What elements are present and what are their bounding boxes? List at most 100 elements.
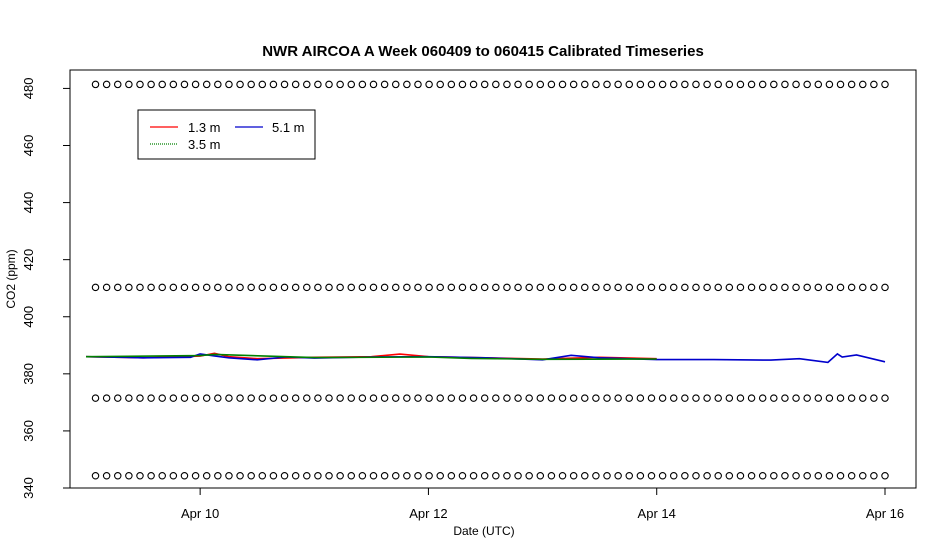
calibration-point: [269, 394, 278, 402]
calibration-point: [859, 471, 867, 480]
calibration-point: [180, 80, 189, 89]
calibration-point: [714, 283, 722, 292]
calibration-point: [781, 80, 789, 89]
calibration-point: [592, 283, 600, 292]
calibration-point: [469, 394, 478, 402]
calibration-point: [758, 394, 767, 402]
calibration-point: [669, 471, 678, 480]
calibration-point: [303, 471, 311, 480]
calibration-point: [336, 394, 344, 402]
calibration-point: [247, 80, 255, 89]
calibration-point: [836, 80, 845, 89]
calibration-point: [280, 283, 289, 292]
calibration-point: [636, 394, 645, 402]
calibration-point: [525, 283, 533, 292]
calibration-point: [380, 471, 389, 480]
calibration-point: [136, 394, 144, 402]
legend-label-1-3m: 1.3 m: [188, 120, 221, 135]
calibration-point: [536, 394, 545, 402]
calibration-point: [803, 394, 811, 402]
calibration-point: [247, 283, 255, 292]
calibration-point: [825, 80, 834, 89]
calibration-point: [692, 471, 700, 480]
y-tick-label: 480: [21, 78, 36, 100]
calibration-point: [169, 394, 178, 402]
calibration-point: [625, 80, 634, 89]
calibration-point: [236, 471, 244, 480]
calibration-point: [403, 471, 411, 480]
calibration-point: [225, 283, 233, 292]
calibration-point: [225, 80, 233, 89]
calibration-point: [558, 80, 567, 89]
calibration-point: [514, 80, 522, 89]
calibration-point: [692, 283, 700, 292]
calibration-point: [603, 394, 611, 402]
calibration-point: [269, 471, 278, 480]
calibration-point: [792, 394, 800, 402]
calibration-point: [325, 471, 333, 480]
calibration-point: [514, 394, 522, 402]
calibration-point: [91, 283, 100, 292]
calibration-point: [125, 394, 133, 402]
calibration-point: [458, 471, 467, 480]
calibration-point: [102, 394, 111, 402]
calibration-point: [592, 471, 600, 480]
calibration-point: [303, 283, 311, 292]
calibration-point: [391, 283, 400, 292]
calibration-point: [636, 471, 645, 480]
calibration-point: [525, 471, 533, 480]
calibration-point: [358, 80, 367, 89]
calibration-point: [236, 80, 244, 89]
calibration-point: [770, 394, 778, 402]
calibration-point: [391, 80, 400, 89]
calibration-point: [147, 80, 155, 89]
calibration-point: [658, 471, 667, 480]
calibration-point: [147, 471, 155, 480]
calibration-point: [714, 80, 722, 89]
calibration-point: [102, 80, 111, 89]
calibration-point: [625, 394, 634, 402]
calibration-point: [369, 283, 378, 292]
calibration-point: [647, 394, 656, 402]
series-line-3-5-m: [85, 353, 657, 361]
calibration-point: [547, 283, 556, 292]
calibration-point: [258, 471, 267, 480]
calibration-point: [870, 394, 878, 402]
calibration-point: [458, 283, 467, 292]
calibration-point: [692, 394, 700, 402]
calibration-point: [225, 394, 233, 402]
y-tick-label: 440: [21, 192, 36, 214]
calibration-point: [147, 394, 155, 402]
calibration-point: [136, 283, 144, 292]
calibration-point: [425, 471, 433, 480]
calibration-point: [747, 80, 756, 89]
calibration-point: [658, 283, 667, 292]
calibration-point: [258, 394, 267, 402]
calibration-point: [91, 471, 100, 480]
calibration-point: [403, 283, 411, 292]
calibration-point: [347, 283, 356, 292]
calibration-point: [114, 394, 122, 402]
calibration-point: [214, 471, 222, 480]
calibration-point: [503, 283, 511, 292]
calibration-point: [647, 80, 656, 89]
y-axis: 340 360 380 400 420 440 460 480: [21, 78, 70, 499]
calibration-point: [725, 80, 734, 89]
calibration-point: [369, 394, 378, 402]
calibration-point: [314, 394, 322, 402]
calibration-point: [291, 471, 300, 480]
calibration-point: [169, 471, 178, 480]
calibration-point: [747, 283, 756, 292]
y-tick-label: 400: [21, 306, 36, 328]
calibration-point: [114, 471, 122, 480]
calibration-point: [569, 80, 578, 89]
calibration-point: [569, 394, 578, 402]
y-tick-label: 360: [21, 420, 36, 442]
x-tick-label: Apr 14: [638, 506, 676, 521]
calibration-point: [214, 80, 222, 89]
calibration-point: [169, 283, 178, 292]
y-tick-label: 340: [21, 477, 36, 499]
calibration-point: [658, 80, 667, 89]
calibration-point: [191, 80, 200, 89]
